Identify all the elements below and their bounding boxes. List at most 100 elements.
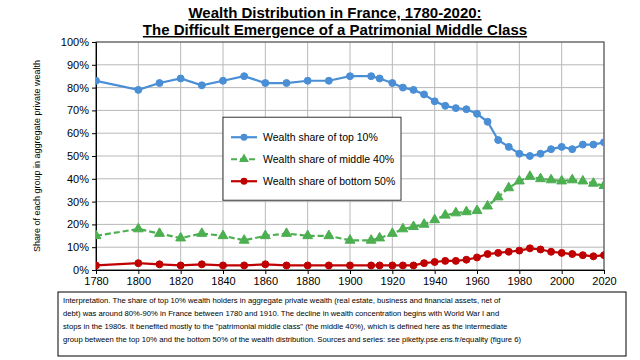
subtitle: The Difficult Emergence of a Patrimonial…	[143, 21, 527, 38]
series-marker	[368, 73, 375, 80]
series-marker	[474, 254, 481, 261]
series-marker	[590, 141, 597, 148]
series-marker	[526, 245, 533, 252]
y-tick-mark	[92, 42, 96, 43]
x-tick-label: 1780	[84, 275, 108, 287]
series-marker	[579, 252, 586, 259]
series-marker	[156, 261, 163, 268]
series-marker	[366, 235, 376, 244]
series-marker	[398, 223, 408, 232]
note-box	[58, 292, 626, 356]
series-marker	[536, 173, 546, 182]
grid-line-x	[138, 42, 139, 270]
series-marker	[601, 252, 604, 259]
series-marker	[431, 98, 438, 105]
x-tick: 1960	[465, 270, 489, 287]
series-marker	[579, 141, 586, 148]
y-tick-label: 10%	[67, 241, 89, 253]
y-tick-mark	[92, 202, 96, 203]
y-tick-mark	[92, 224, 96, 225]
series-marker	[389, 262, 396, 269]
legend-marker	[241, 178, 248, 185]
series-marker	[241, 262, 248, 269]
series-marker	[525, 171, 535, 180]
x-tick: 1820	[169, 270, 193, 287]
series-marker	[375, 232, 385, 241]
x-tick-label: 1980	[508, 275, 532, 287]
note-line: debt) was around 80%-90% in France betwe…	[63, 309, 499, 318]
x-tick-mark	[562, 270, 563, 274]
x-tick: 1880	[296, 270, 320, 287]
series-marker	[514, 175, 524, 184]
series-marker	[368, 262, 375, 269]
grid-line-x	[434, 42, 435, 270]
y-tick-mark	[92, 156, 96, 157]
series-marker	[590, 253, 597, 260]
x-tick-label: 1880	[296, 275, 320, 287]
series-marker	[176, 232, 186, 241]
legend-label: Wealth share of bottom 50%	[263, 175, 395, 187]
note-line: group between the top 10% and the bottom…	[63, 335, 521, 344]
x-tick-mark	[138, 270, 139, 274]
series-marker	[548, 146, 555, 153]
series-marker	[451, 207, 461, 216]
series-marker	[387, 228, 397, 237]
series-marker	[155, 228, 165, 237]
series-marker	[495, 137, 502, 144]
x-tick-mark	[392, 270, 393, 274]
x-tick: 1800	[127, 270, 151, 287]
series-marker	[578, 175, 588, 184]
x-tick-mark	[181, 270, 182, 274]
y-tick-mark	[92, 65, 96, 66]
series-marker	[304, 77, 311, 84]
series-marker	[557, 175, 567, 184]
series-marker	[177, 262, 184, 269]
grid-line-x	[477, 42, 478, 270]
x-tick: 1900	[338, 270, 362, 287]
series-marker	[325, 77, 332, 84]
legend-marker	[239, 154, 249, 163]
series-marker	[410, 86, 417, 93]
x-tick-label: 1960	[465, 275, 489, 287]
series-marker	[546, 174, 556, 183]
series-marker	[262, 261, 269, 268]
x-tick: 1780	[84, 270, 108, 287]
x-tick-label: 2020	[592, 275, 616, 287]
x-tick-label: 1860	[254, 275, 278, 287]
series-marker	[537, 150, 544, 157]
series-marker	[452, 257, 459, 264]
series-marker	[461, 206, 471, 215]
series-marker	[239, 235, 249, 244]
series-marker	[135, 260, 142, 267]
series-marker	[472, 205, 482, 214]
x-tick-mark	[308, 270, 309, 274]
series-marker	[399, 84, 406, 91]
x-tick: 2020	[592, 270, 616, 287]
series-marker	[504, 182, 514, 191]
x-tick-mark	[477, 270, 478, 274]
y-tick-mark	[92, 270, 96, 271]
series-marker	[376, 75, 383, 82]
x-tick-label: 2000	[550, 275, 574, 287]
series-marker	[347, 262, 354, 269]
y-tick: 30%	[67, 196, 96, 208]
series-marker	[198, 261, 205, 268]
x-tick-label: 1840	[211, 275, 235, 287]
series-marker	[133, 223, 143, 232]
series-marker	[156, 80, 163, 87]
series-marker	[567, 174, 577, 183]
y-tick-label: 30%	[67, 196, 89, 208]
y-tick: 70%	[67, 104, 96, 116]
series-marker	[569, 146, 576, 153]
series-marker	[283, 80, 290, 87]
series-marker	[558, 143, 565, 150]
series-marker	[304, 262, 311, 269]
y-tick-label: 80%	[67, 82, 89, 94]
series-marker	[325, 262, 332, 269]
series-marker	[96, 262, 99, 269]
note-line: Interpretation. The share of top 10% wea…	[63, 296, 501, 305]
series-group	[96, 73, 604, 269]
series-marker	[262, 80, 269, 87]
series-marker	[345, 235, 355, 244]
series-marker	[399, 262, 406, 269]
